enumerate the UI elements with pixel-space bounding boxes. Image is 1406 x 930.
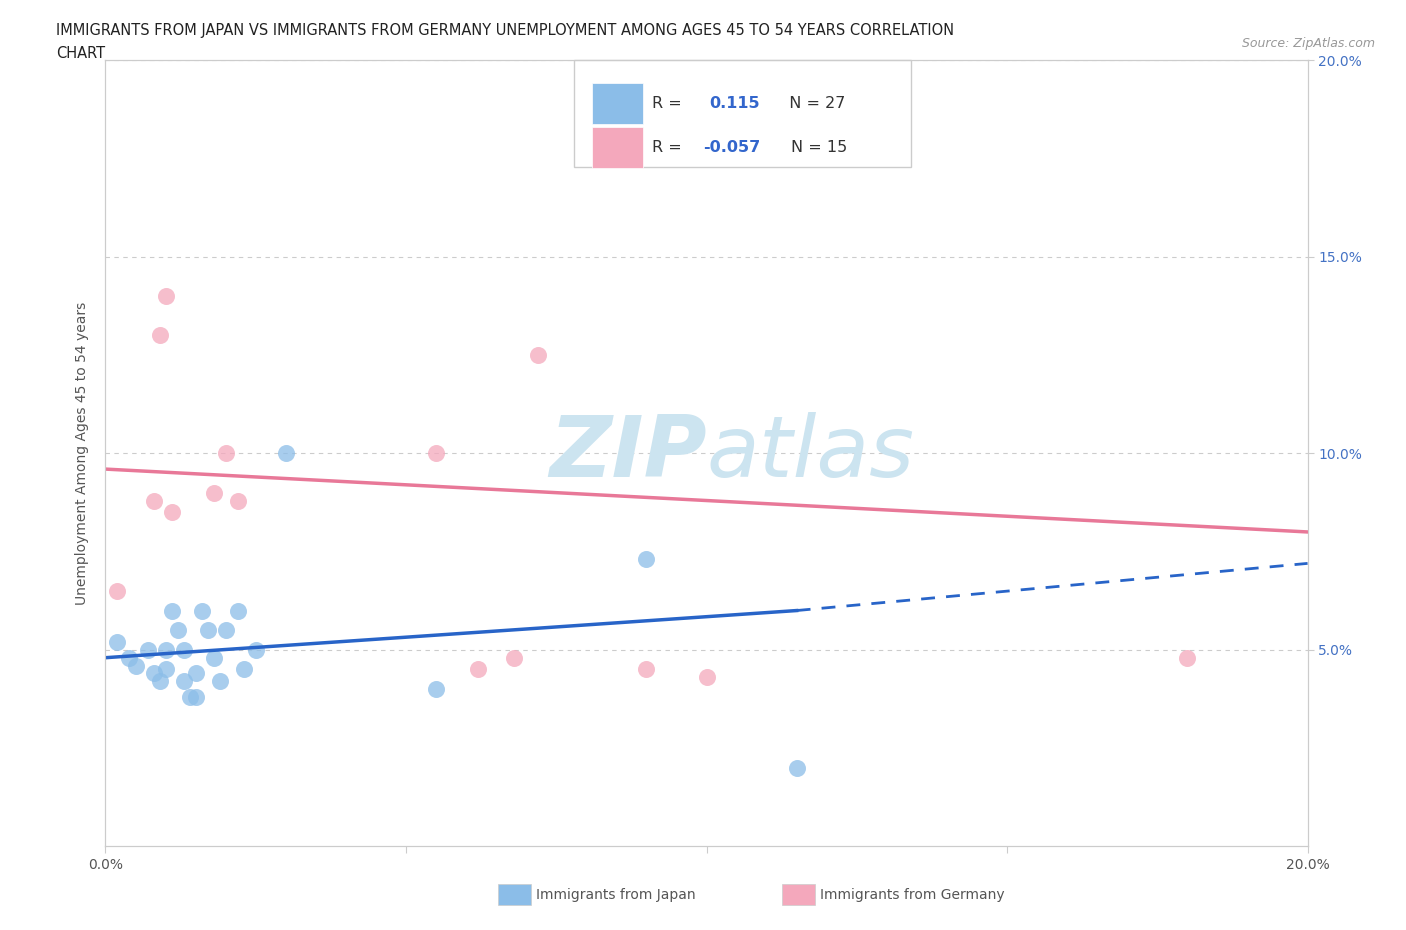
Point (214, 446, 236, 461)
Point (202, 650, 225, 665)
Point (142, 666, 165, 681)
Point (155, 643, 177, 658)
Point (142, 493, 165, 508)
Point (124, 658, 146, 673)
Point (184, 666, 207, 681)
Point (184, 689, 207, 704)
Text: 0.115: 0.115 (709, 96, 759, 112)
Point (107, 634, 129, 649)
Point (636, 662, 658, 677)
Point (226, 493, 249, 508)
Point (118, 650, 141, 665)
Text: Immigrants from Germany: Immigrants from Germany (820, 887, 1004, 902)
Point (173, 674, 195, 689)
FancyBboxPatch shape (592, 127, 643, 168)
Point (467, 662, 489, 677)
Text: N = 27: N = 27 (779, 96, 845, 112)
Point (214, 623, 236, 638)
Point (202, 485, 225, 500)
Text: CHART: CHART (56, 46, 105, 61)
Point (208, 674, 231, 689)
Point (527, 348, 550, 363)
Point (636, 552, 658, 567)
Point (160, 604, 183, 618)
Point (786, 761, 808, 776)
Point (425, 682, 447, 697)
Point (232, 662, 254, 677)
Text: N = 15: N = 15 (790, 140, 846, 155)
Text: R =: R = (652, 140, 688, 155)
Point (155, 662, 177, 677)
Text: IMMIGRANTS FROM JAPAN VS IMMIGRANTS FROM GERMANY UNEMPLOYMENT AMONG AGES 45 TO 5: IMMIGRANTS FROM JAPAN VS IMMIGRANTS FROM… (56, 23, 955, 38)
Point (197, 623, 219, 638)
FancyBboxPatch shape (574, 60, 911, 166)
Point (179, 689, 201, 704)
Point (226, 604, 249, 618)
Point (136, 643, 159, 658)
Text: -0.057: -0.057 (703, 140, 761, 155)
Point (245, 643, 267, 658)
Point (1175, 650, 1198, 665)
Point (148, 674, 170, 689)
Point (160, 505, 183, 520)
FancyBboxPatch shape (592, 84, 643, 124)
Point (696, 670, 718, 684)
Text: ZIP: ZIP (548, 412, 707, 495)
Point (173, 643, 195, 658)
Point (425, 446, 447, 461)
Point (190, 604, 212, 618)
Y-axis label: Unemployment Among Ages 45 to 54 years: Unemployment Among Ages 45 to 54 years (76, 301, 90, 605)
Point (166, 623, 188, 638)
Text: R =: R = (652, 96, 688, 112)
Point (274, 446, 297, 461)
Point (503, 650, 526, 665)
Text: atlas: atlas (707, 412, 914, 495)
Point (148, 328, 170, 343)
Text: Immigrants from Japan: Immigrants from Japan (536, 887, 696, 902)
Point (107, 583, 129, 598)
Point (155, 288, 177, 303)
Text: Source: ZipAtlas.com: Source: ZipAtlas.com (1241, 37, 1375, 50)
